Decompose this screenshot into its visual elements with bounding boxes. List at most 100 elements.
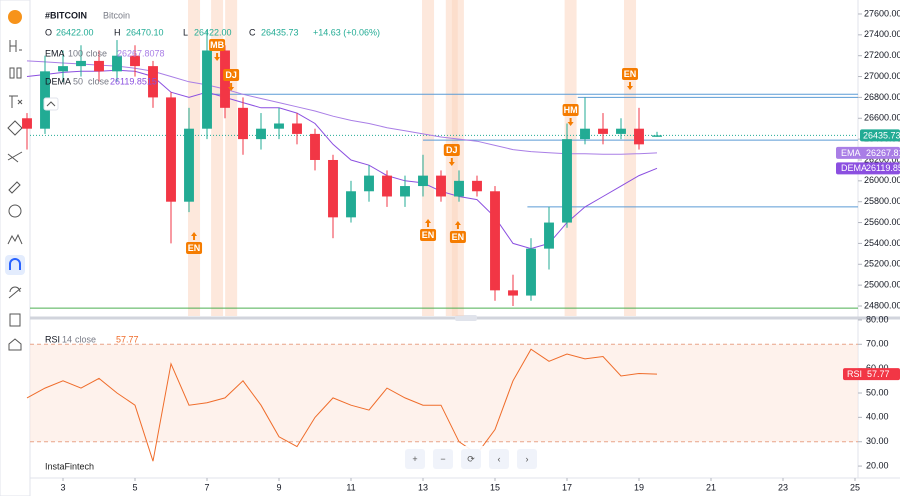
chart-type-tool[interactable]: [9, 67, 15, 79]
indicator-tag-name: DEMA: [841, 163, 867, 173]
indicator-tag-value: 26267.81: [866, 148, 900, 158]
rsi-tick-label: 40.00: [866, 412, 889, 422]
price-tick-label: 25400.00: [864, 238, 900, 248]
marker-arrow: [214, 52, 221, 61]
control-button[interactable]: [489, 449, 509, 469]
control-button[interactable]: [517, 449, 537, 469]
timeframe-tool[interactable]: [9, 40, 22, 52]
cross-tool[interactable]: [7, 120, 23, 136]
indicator-line: [26, 60, 658, 155]
marker-box: [449, 230, 466, 243]
left-toolbar: [0, 0, 31, 496]
collapse-legend[interactable]: [43, 97, 59, 111]
control-label[interactable]: ›: [526, 454, 529, 464]
pattern-marker: EN: [622, 67, 639, 90]
marker-label: DJ: [225, 70, 237, 80]
chart-type-tool-b: [16, 67, 22, 79]
candle-body: [616, 128, 626, 134]
candle-body: [238, 107, 248, 140]
time-tick-label: 15: [490, 482, 500, 492]
candle-body: [94, 60, 104, 72]
ohlc-label: L: [183, 27, 188, 37]
marker-label: EN: [452, 232, 465, 242]
marker-label: EN: [188, 243, 201, 253]
control-button[interactable]: [461, 449, 481, 469]
rsi-legend: 14: [62, 334, 72, 344]
candle-body: [436, 175, 446, 197]
indicator-tool[interactable]: [9, 95, 23, 108]
rsi-tag-value: 57.77: [867, 369, 890, 379]
marker-label: EN: [624, 69, 637, 79]
ohlc-value: 26470.10: [126, 27, 164, 37]
marker-box: [223, 68, 240, 81]
last-price-text: 26435.73: [863, 130, 900, 140]
marker-box: [562, 104, 579, 117]
marker-label: EN: [422, 230, 435, 240]
brush-tool[interactable]: [8, 181, 21, 194]
indicator-legend: 26267.8078: [117, 48, 165, 58]
candle-body: [490, 191, 500, 291]
price-tick-label: 26600.00: [864, 113, 900, 123]
indicator-legend: 50: [73, 76, 83, 86]
control-label[interactable]: ⟳: [467, 454, 475, 464]
collapse-icon: [46, 101, 56, 107]
ohlc-label: O: [45, 27, 52, 37]
control-label[interactable]: +: [412, 454, 417, 464]
rsi-legend: close: [75, 334, 96, 344]
candle-body: [328, 159, 338, 218]
control-label[interactable]: −: [440, 454, 445, 464]
pattern-marker: HM: [562, 104, 579, 127]
price-tick-label: 24800.00: [864, 300, 900, 310]
rsi-tick-label: 20.00: [866, 460, 889, 470]
emoji-tool[interactable]: [8, 204, 22, 218]
candle-body: [184, 128, 194, 202]
marker-arrow: [191, 232, 198, 241]
indicator-legend: 100: [68, 48, 83, 58]
candle-body: [634, 128, 644, 145]
trend-tool[interactable]: [7, 151, 23, 163]
control-button[interactable]: [405, 449, 425, 469]
rsi-band: [30, 344, 858, 442]
rsi-tick-label: 70.00: [866, 339, 889, 349]
candle-body: [346, 191, 356, 218]
rsi-tick-label: 50.00: [866, 387, 889, 397]
time-tick-label: 5: [132, 482, 137, 492]
ohlc-label: H: [114, 27, 121, 37]
time-tick-label: 9: [276, 482, 281, 492]
candle-body: [274, 123, 284, 129]
candle-body: [544, 222, 554, 249]
candle-body: [364, 175, 374, 192]
indicator-legend: DEMA: [45, 76, 71, 86]
indicator-tag-value: 26119.85: [866, 163, 900, 173]
watermark: InstaFintech: [45, 461, 94, 471]
marker-arrow: [454, 220, 461, 229]
candle-body: [22, 118, 32, 129]
home-tool[interactable]: [8, 338, 22, 351]
candle-body: [454, 180, 464, 197]
candle-body: [472, 180, 482, 192]
pattern-marker: DJ: [443, 143, 460, 166]
marker-label: DJ: [446, 145, 458, 155]
price-tick-label: 25600.00: [864, 217, 900, 227]
control-label[interactable]: ‹: [498, 454, 501, 464]
control-button[interactable]: [433, 449, 453, 469]
symbol-subtitle: Bitcoin: [103, 10, 130, 20]
price-tick-label: 25800.00: [864, 196, 900, 206]
candle-body: [112, 55, 122, 72]
clipboard-tool[interactable]: [9, 313, 21, 327]
marker-label: HM: [564, 105, 578, 115]
candle-body: [526, 248, 536, 296]
marker-arrow: [228, 82, 235, 91]
pattern-tool[interactable]: [7, 233, 23, 245]
candle-body: [130, 55, 140, 67]
hide-tool[interactable]: [8, 286, 22, 299]
rsi-tick-label: 30.00: [866, 436, 889, 446]
time-tick-label: 13: [418, 482, 428, 492]
indicator-tag: [836, 162, 900, 175]
candle-body: [580, 128, 590, 140]
pane-handle[interactable]: [455, 315, 477, 321]
symbol-icon[interactable]: [8, 10, 22, 24]
pattern-marker: EN: [420, 218, 437, 241]
indicator-legend: close: [86, 48, 107, 58]
marker-box: [420, 228, 437, 241]
